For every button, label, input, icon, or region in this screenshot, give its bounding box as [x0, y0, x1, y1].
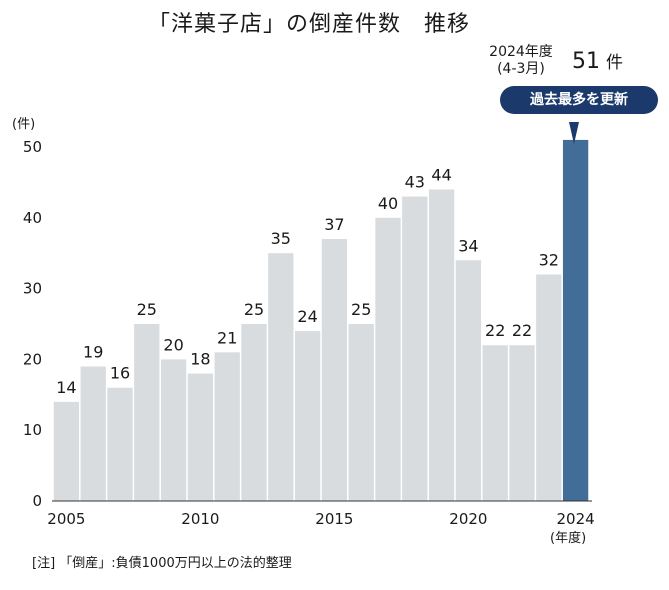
- bar-2020: [455, 260, 482, 501]
- badge-pointer: [569, 122, 579, 144]
- y-ticks-group: 0 10 20 30 40 50: [23, 138, 42, 510]
- bar-2012: [241, 324, 267, 501]
- bar-2024: [562, 139, 589, 502]
- data-label-2006: 19: [83, 342, 103, 361]
- data-labels-group: 14 19 16 25 20 18 21 25 35 24 37 25 40 43 44 34 22 22 32: [56, 165, 559, 396]
- bar-2009: [160, 359, 187, 501]
- bar-2006: [80, 366, 106, 501]
- data-label-2008: 25: [137, 300, 157, 319]
- data-label-2018: 43: [405, 173, 425, 192]
- callout-value-number: 51: [572, 49, 600, 74]
- bar-2007: [107, 387, 133, 501]
- bar-2014: [294, 331, 321, 501]
- x-tick-label: 2024: [557, 510, 595, 528]
- bar-2010: [187, 373, 214, 501]
- bar-2021: [482, 345, 508, 501]
- y-tick-label: 50: [23, 138, 42, 156]
- data-label-2022: 22: [512, 321, 532, 340]
- x-tick-label: 2020: [449, 510, 487, 528]
- bar-2015: [321, 239, 348, 502]
- y-tick-label: 30: [23, 280, 42, 298]
- x-axis-unit-label: (年度): [550, 530, 586, 546]
- y-tick-label: 0: [32, 492, 42, 510]
- x-tick-label: 2010: [181, 510, 219, 528]
- data-label-2010: 18: [190, 350, 210, 369]
- data-label-2005: 14: [56, 378, 76, 397]
- y-axis-unit-label: (件): [12, 117, 35, 132]
- bar-2023: [536, 274, 562, 501]
- bar-2005: [53, 401, 80, 501]
- data-label-2015: 37: [324, 215, 344, 234]
- chart-title: 「洋菓子店」の倒産件数 推移: [148, 12, 471, 37]
- x-tick-label: 2005: [47, 510, 85, 528]
- data-label-2020: 34: [458, 236, 478, 255]
- data-label-2021: 22: [485, 321, 505, 340]
- bar-2016: [348, 324, 374, 501]
- data-label-2012: 25: [244, 300, 264, 319]
- bars-group: [53, 139, 589, 502]
- data-label-2016: 25: [351, 300, 371, 319]
- data-label-2009: 20: [163, 335, 183, 354]
- bar-2011: [214, 352, 240, 501]
- bar-2013: [268, 253, 294, 501]
- data-label-2014: 24: [297, 307, 317, 326]
- record-badge: 過去最多を更新: [500, 86, 658, 114]
- y-tick-label: 20: [23, 350, 42, 368]
- data-label-2023: 32: [539, 250, 559, 269]
- callout-value: 51 件: [572, 48, 623, 74]
- bar-2017: [375, 217, 401, 502]
- data-label-2011: 21: [217, 328, 237, 347]
- bar-2019: [428, 189, 455, 502]
- data-label-2007: 16: [110, 364, 130, 383]
- data-label-2019: 44: [431, 165, 451, 184]
- y-tick-label: 40: [23, 209, 42, 227]
- callout-value-unit: 件: [606, 53, 623, 73]
- callout-period-year: 2024年度: [489, 44, 553, 60]
- data-label-2013: 35: [271, 229, 291, 248]
- bar-2022: [509, 345, 535, 501]
- y-tick-label: 10: [23, 421, 42, 439]
- bar-2008: [134, 324, 160, 501]
- bar-2018: [402, 196, 428, 501]
- data-label-2017: 40: [378, 194, 398, 213]
- callout-period: 2024年度 (4-3月): [466, 44, 576, 78]
- x-ticks-group: 2005 2010 2015 2020 2024: [47, 510, 594, 528]
- callout-period-months: (4-3月): [497, 61, 545, 77]
- x-tick-label: 2015: [315, 510, 353, 528]
- footnote: [注] 「倒産」:負債1000万円以上の法的整理: [32, 556, 292, 571]
